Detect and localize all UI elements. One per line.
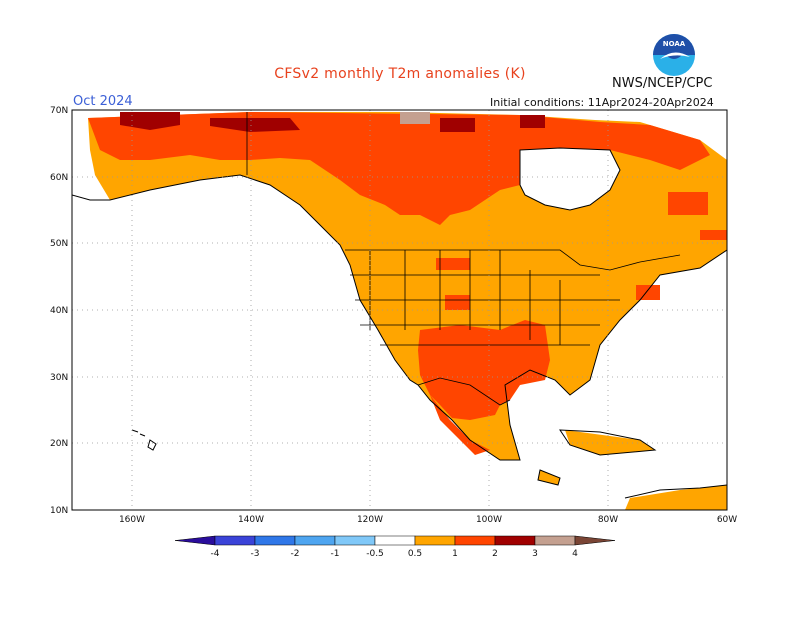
colorbar-label-4: -0.5: [366, 549, 384, 559]
hudson-bay: [520, 148, 620, 210]
noaa-logo-icon: NOAA: [653, 34, 695, 76]
lon-tick-100w: 100W: [476, 515, 502, 525]
lon-ticks: 160W 140W 120W 100W 80W 60W: [119, 515, 737, 525]
colorbar-label-2: -2: [291, 549, 300, 559]
colorbar-swatch-8: [494, 535, 536, 546]
lon-tick-80w: 80W: [598, 515, 618, 525]
colorbar-label-3: -1: [331, 549, 340, 559]
anomaly-region-2-3-a: [120, 112, 180, 130]
colorbar-swatch-2: [254, 535, 296, 546]
anomaly-region-2-3-b: [210, 118, 300, 132]
map-frame: [71, 109, 728, 511]
colorbar-label-1: -3: [251, 549, 260, 559]
agency-label: NWS/NCEP/CPC: [612, 76, 713, 91]
anomaly-region-2-3-c: [440, 118, 475, 132]
political-borders: [246, 112, 681, 406]
anomaly-region-south-america: [625, 485, 727, 510]
anomaly-region-1-2-northeast: [636, 285, 660, 300]
colorbar-swatch-6: [414, 535, 456, 546]
anomaly-region-1-2-north: [88, 112, 710, 225]
colorbar-label-6: 1: [452, 549, 458, 559]
lat-tick-30: 30N: [50, 373, 68, 383]
anomaly-region-1-2-east: [700, 230, 727, 240]
lon-tick-140w: 140W: [238, 515, 264, 525]
lat-tick-10: 10N: [50, 506, 68, 516]
colorbar-arrow-low: [174, 535, 216, 546]
map-title: CFSv2 monthly T2m anomalies (K): [274, 66, 526, 82]
colorbar-label-0: -4: [211, 549, 220, 559]
colorbar-swatch-3: [294, 535, 336, 546]
lon-tick-60w: 60W: [717, 515, 737, 525]
initial-conditions: Initial conditions: 11Apr2024-20Apr2024: [490, 96, 714, 109]
colorbar-swatch-1: [214, 535, 256, 546]
coastlines: [72, 147, 727, 499]
colorbar-swatch-5: [374, 535, 416, 546]
anomaly-region-2-3-d: [520, 115, 545, 128]
colorbar-label-9: 4: [572, 549, 578, 559]
lon-tick-160w: 160W: [119, 515, 145, 525]
lat-tick-40: 40N: [50, 306, 68, 316]
lat-tick-70: 70N: [50, 106, 68, 116]
anomaly-shading: [88, 112, 727, 510]
colorbar-label-8: 3: [532, 549, 538, 559]
colorbar-swatch-7: [454, 535, 496, 546]
lat-tick-20: 20N: [50, 439, 68, 449]
lon-tick-120w: 120W: [357, 515, 383, 525]
colorbar-swatch-9: [534, 535, 576, 546]
lat-tick-50: 50N: [50, 239, 68, 249]
colorbar-swatch-4: [334, 535, 376, 546]
forecast-period: Oct 2024: [73, 94, 133, 109]
colorbar-label-5: 0.5: [408, 549, 422, 559]
anomaly-region-1-2-central: [445, 295, 470, 310]
anomaly-region-1-2-quebec: [668, 192, 708, 215]
anomaly-region-3-4: [400, 112, 430, 124]
graticule: [72, 110, 727, 510]
colorbar: -4 -3 -2 -1 -0.5 0.5 1 2 3 4: [174, 535, 616, 559]
noaa-logo-text: NOAA: [663, 40, 686, 48]
lat-tick-60: 60N: [50, 173, 68, 183]
colorbar-arrow-high: [574, 535, 616, 546]
anomaly-region-1-2-midwest: [436, 258, 470, 270]
lat-ticks: 10N 20N 30N 40N 50N 60N 70N: [50, 106, 68, 516]
colorbar-label-7: 2: [492, 549, 498, 559]
anomaly-region-caribbean: [565, 430, 655, 455]
